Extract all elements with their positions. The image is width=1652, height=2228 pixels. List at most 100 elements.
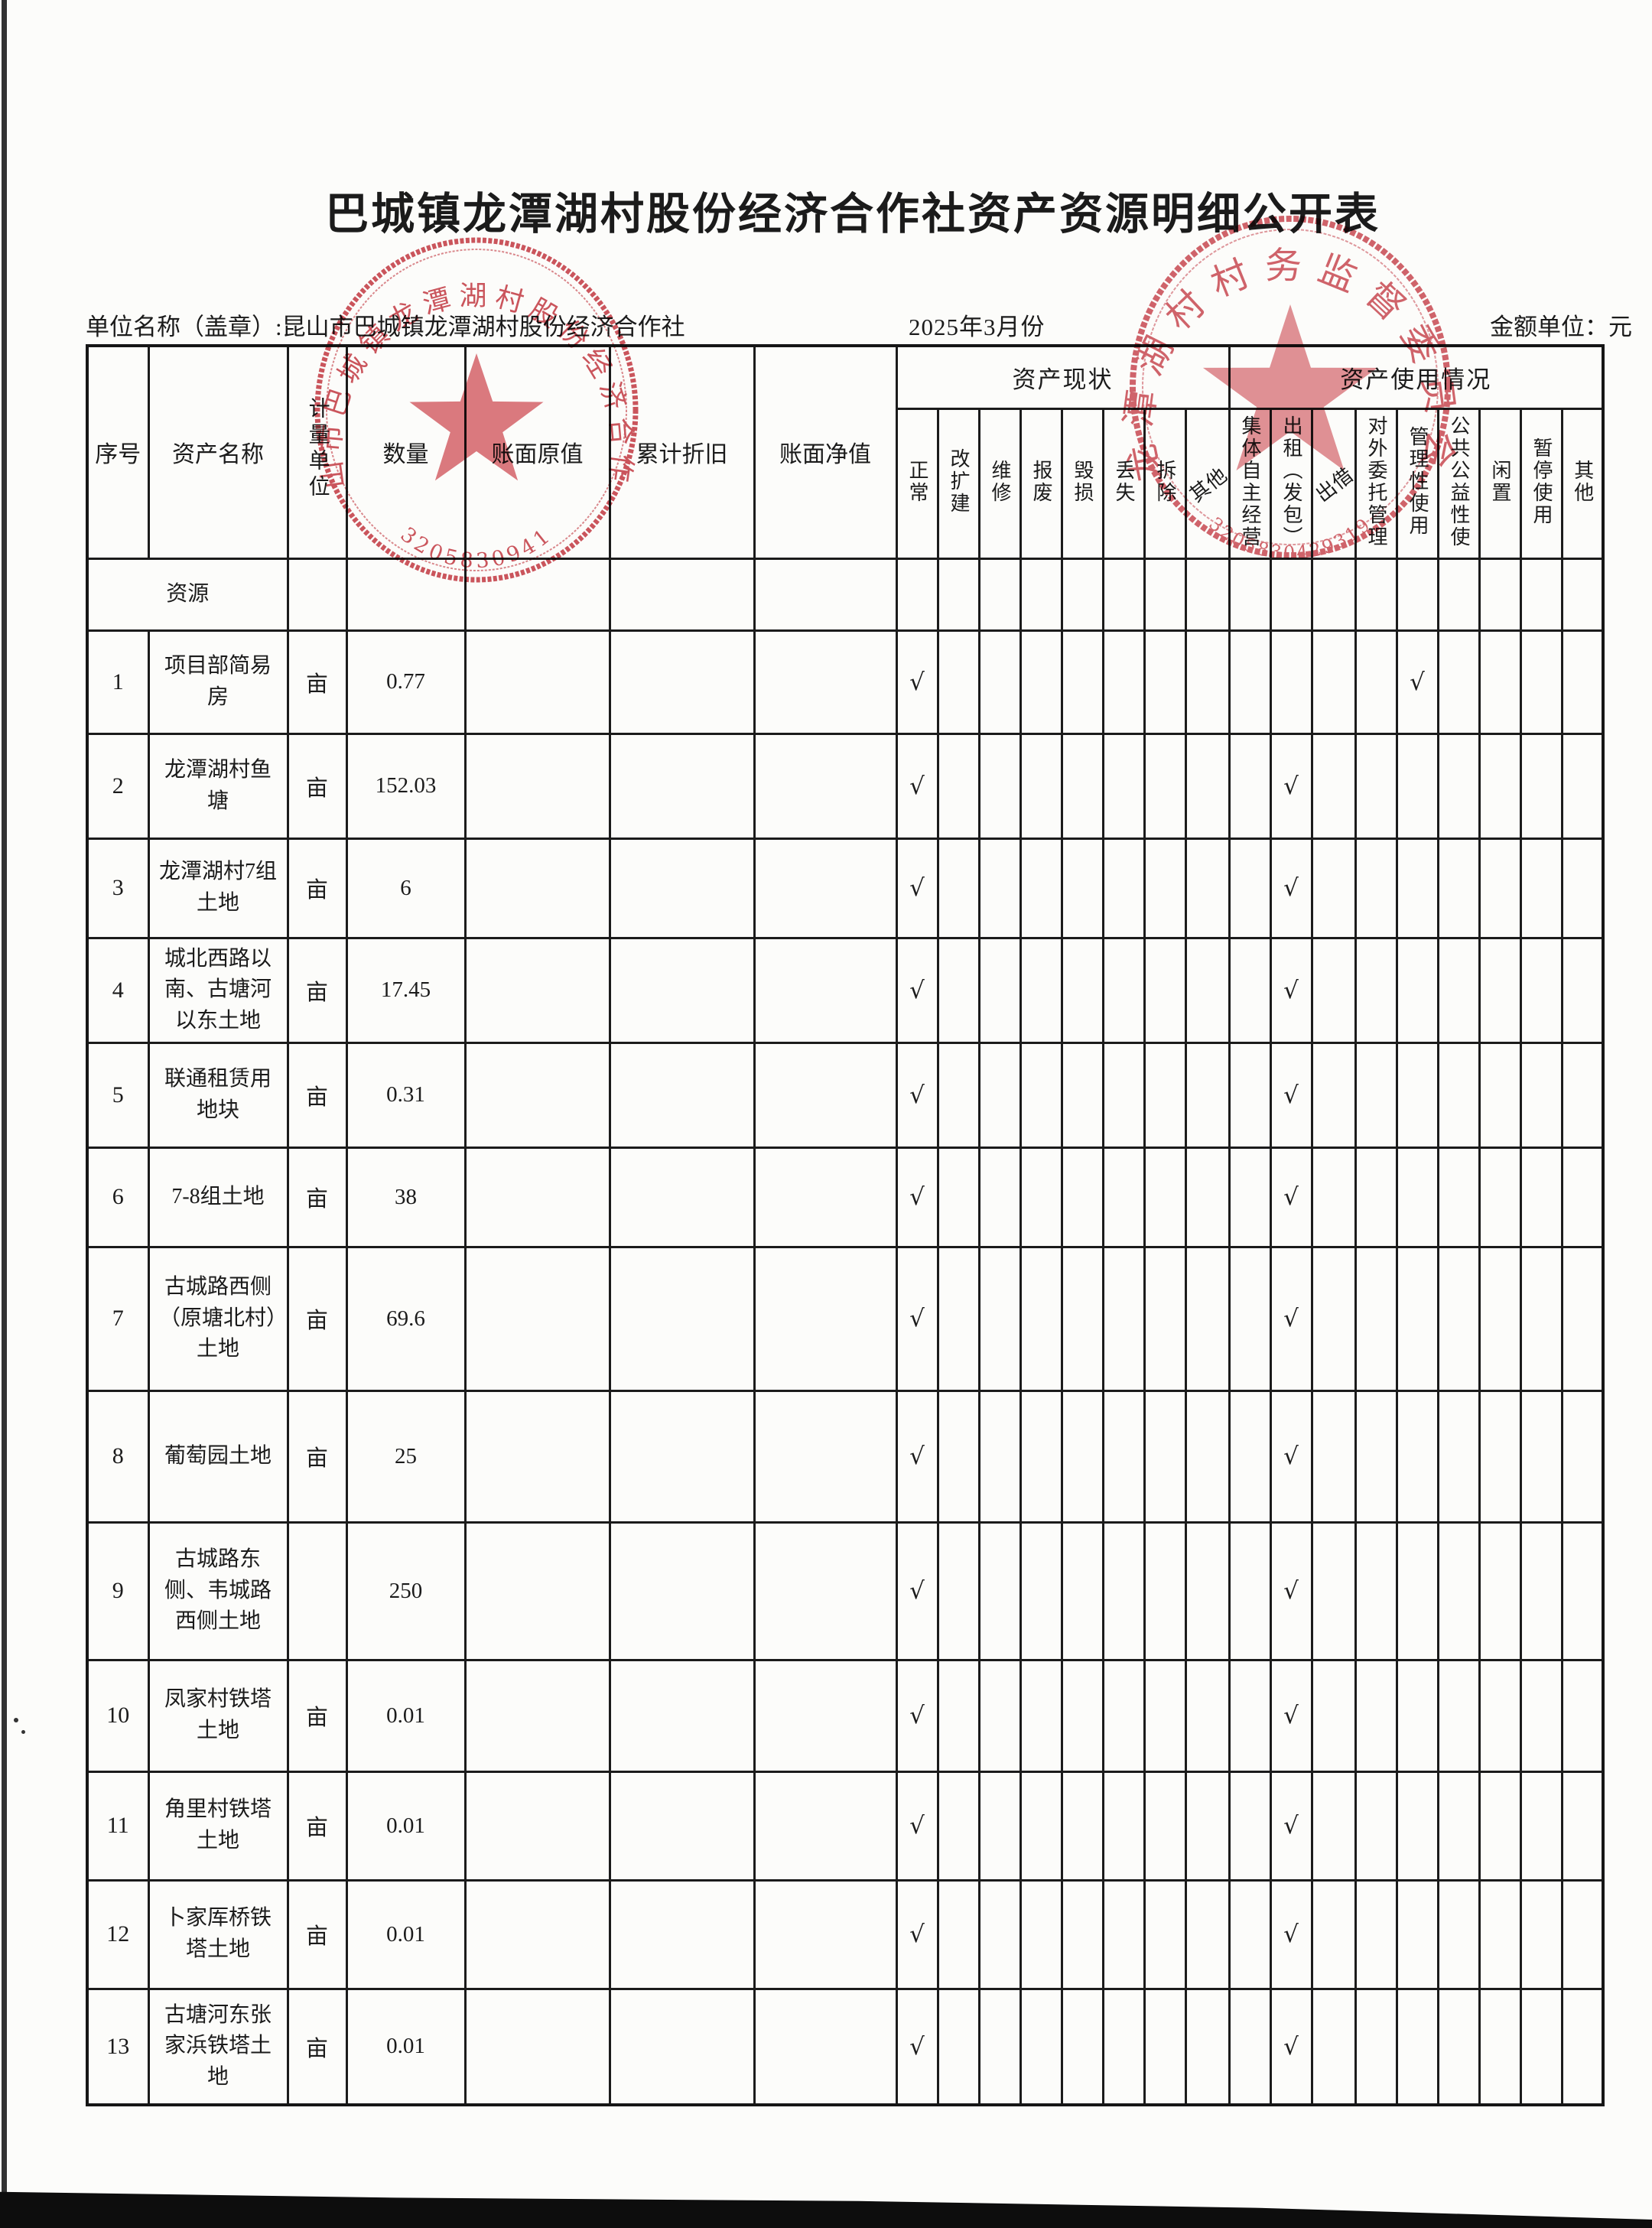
check-cell xyxy=(1395,1041,1439,1149)
check-cell xyxy=(1436,837,1481,939)
check-cell xyxy=(1101,1389,1146,1524)
check-cell xyxy=(1354,1146,1398,1248)
net-value-cell xyxy=(753,1245,898,1392)
unit-cell: 亩 xyxy=(286,1987,348,2106)
check-cell xyxy=(1436,1041,1481,1149)
check-cell xyxy=(1228,936,1272,1044)
check-cell xyxy=(1019,629,1063,735)
unit-cell: 亩 xyxy=(286,629,348,735)
check-cell xyxy=(1519,936,1563,1044)
subcol-header: 出借 xyxy=(1310,407,1357,560)
check-cell xyxy=(1228,1041,1272,1149)
check-cell xyxy=(1395,837,1439,939)
net-value-cell xyxy=(753,732,898,840)
check-cell: √ xyxy=(895,1041,939,1149)
check-cell xyxy=(1560,1770,1605,1882)
unit-cell: 亩 xyxy=(286,837,348,939)
check-cell xyxy=(1436,1389,1481,1524)
check-cell: √ xyxy=(1269,1245,1313,1392)
check-cell: √ xyxy=(1269,1987,1313,2106)
check-cell: √ xyxy=(1395,629,1439,735)
check-cell xyxy=(1228,732,1272,840)
subcol-header: 管理性使用 xyxy=(1395,407,1439,560)
check-cell xyxy=(1354,1041,1398,1149)
asset-table: 序号 资产名称 计量单位 数量 账面原值 累计折旧 账面净值 资产现状 资产使用… xyxy=(86,344,1605,2106)
check-cell xyxy=(1436,557,1481,632)
asset-table-wrapper: 序号 资产名称 计量单位 数量 账面原值 累计折旧 账面净值 资产现状 资产使用… xyxy=(86,344,1605,2106)
quantity-cell: 38 xyxy=(345,1146,467,1248)
asset-row: 7 古城路西侧（原塘北村）土地亩 69.6 √ √ xyxy=(86,1245,1605,1392)
check-cell xyxy=(1101,1245,1146,1392)
check-cell: √ xyxy=(1269,1389,1313,1524)
subcol-header: 其他 xyxy=(1560,407,1605,560)
check-cell xyxy=(1184,1987,1231,2106)
check-cell xyxy=(936,837,980,939)
check-cell xyxy=(1560,1389,1605,1524)
check-cell xyxy=(1519,1041,1563,1149)
check-cell xyxy=(1310,557,1357,632)
check-cell: √ xyxy=(1269,837,1313,939)
check-cell xyxy=(1060,1658,1104,1773)
check-cell: √ xyxy=(1269,732,1313,840)
check-cell xyxy=(1228,557,1272,632)
serial-cell: 5 xyxy=(86,1041,150,1149)
check-cell xyxy=(1019,732,1063,840)
asset-name-cell: 角里村铁塔土地 xyxy=(147,1770,289,1882)
check-cell xyxy=(1478,936,1522,1044)
check-cell xyxy=(1395,1770,1439,1882)
subcol-header: 报废 xyxy=(1019,407,1063,560)
check-cell xyxy=(1310,732,1357,840)
subcol-header: 对外委托管理 xyxy=(1354,407,1398,560)
check-cell xyxy=(1560,1987,1605,2106)
check-cell xyxy=(1560,1878,1605,1990)
scan-edge-line xyxy=(2,0,7,2228)
check-cell xyxy=(1019,936,1063,1044)
net-value-cell xyxy=(753,1770,898,1882)
check-cell xyxy=(1019,1770,1063,1882)
check-cell: √ xyxy=(1269,1878,1313,1990)
net-value-cell xyxy=(753,1146,898,1248)
check-cell: √ xyxy=(1269,1041,1313,1149)
subcol-header: 拆除 xyxy=(1143,407,1187,560)
check-cell xyxy=(1060,1521,1104,1661)
section-row: 资源 xyxy=(86,557,1605,632)
check-cell xyxy=(936,1878,980,1990)
check-cell xyxy=(1395,557,1439,632)
check-cell xyxy=(1310,837,1357,939)
check-cell xyxy=(1269,629,1313,735)
unit-cell: 亩 xyxy=(286,1878,348,1990)
check-cell xyxy=(1354,557,1398,632)
check-cell: √ xyxy=(895,1146,939,1248)
check-cell xyxy=(1560,1041,1605,1149)
quantity-cell: 0.01 xyxy=(345,1987,467,2106)
check-cell xyxy=(1143,1987,1187,2106)
col-header-net-value: 账面净值 xyxy=(753,344,898,560)
check-cell xyxy=(1310,936,1357,1044)
check-cell xyxy=(1395,936,1439,1044)
header-row-groups: 序号 资产名称 计量单位 数量 账面原值 累计折旧 账面净值 资产现状 资产使用… xyxy=(86,344,1605,560)
check-cell xyxy=(1228,1658,1272,1773)
check-cell xyxy=(1519,1770,1563,1882)
unit-cell: 亩 xyxy=(286,1146,348,1248)
original-value-cell xyxy=(463,1987,611,2106)
check-cell xyxy=(1310,1146,1357,1248)
check-cell xyxy=(977,629,1022,735)
check-cell xyxy=(1354,1521,1398,1661)
check-cell xyxy=(1060,629,1104,735)
check-cell: √ xyxy=(1269,1770,1313,1882)
check-cell xyxy=(1143,1521,1187,1661)
serial-cell: 6 xyxy=(86,1146,150,1248)
check-cell xyxy=(1354,732,1398,840)
check-cell: √ xyxy=(1269,1658,1313,1773)
quantity-cell: 25 xyxy=(345,1389,467,1524)
original-value-cell xyxy=(463,1521,611,1661)
check-cell xyxy=(1143,1658,1187,1773)
check-cell xyxy=(1101,936,1146,1044)
check-cell xyxy=(1143,1041,1187,1149)
quantity-cell: 0.77 xyxy=(345,629,467,735)
check-cell xyxy=(1478,1521,1522,1661)
table-body: 资源 1 项目部简易房亩 0.77 √ √ 2 龙潭湖村鱼塘亩 152.03 √ √ 3 龙潭湖村7组土… xyxy=(86,557,1605,2106)
check-cell xyxy=(977,1389,1022,1524)
depreciation-cell xyxy=(608,837,756,939)
page-title: 巴城镇龙潭湖村股份经济合作社资产资源明细公开表 xyxy=(325,190,1380,239)
